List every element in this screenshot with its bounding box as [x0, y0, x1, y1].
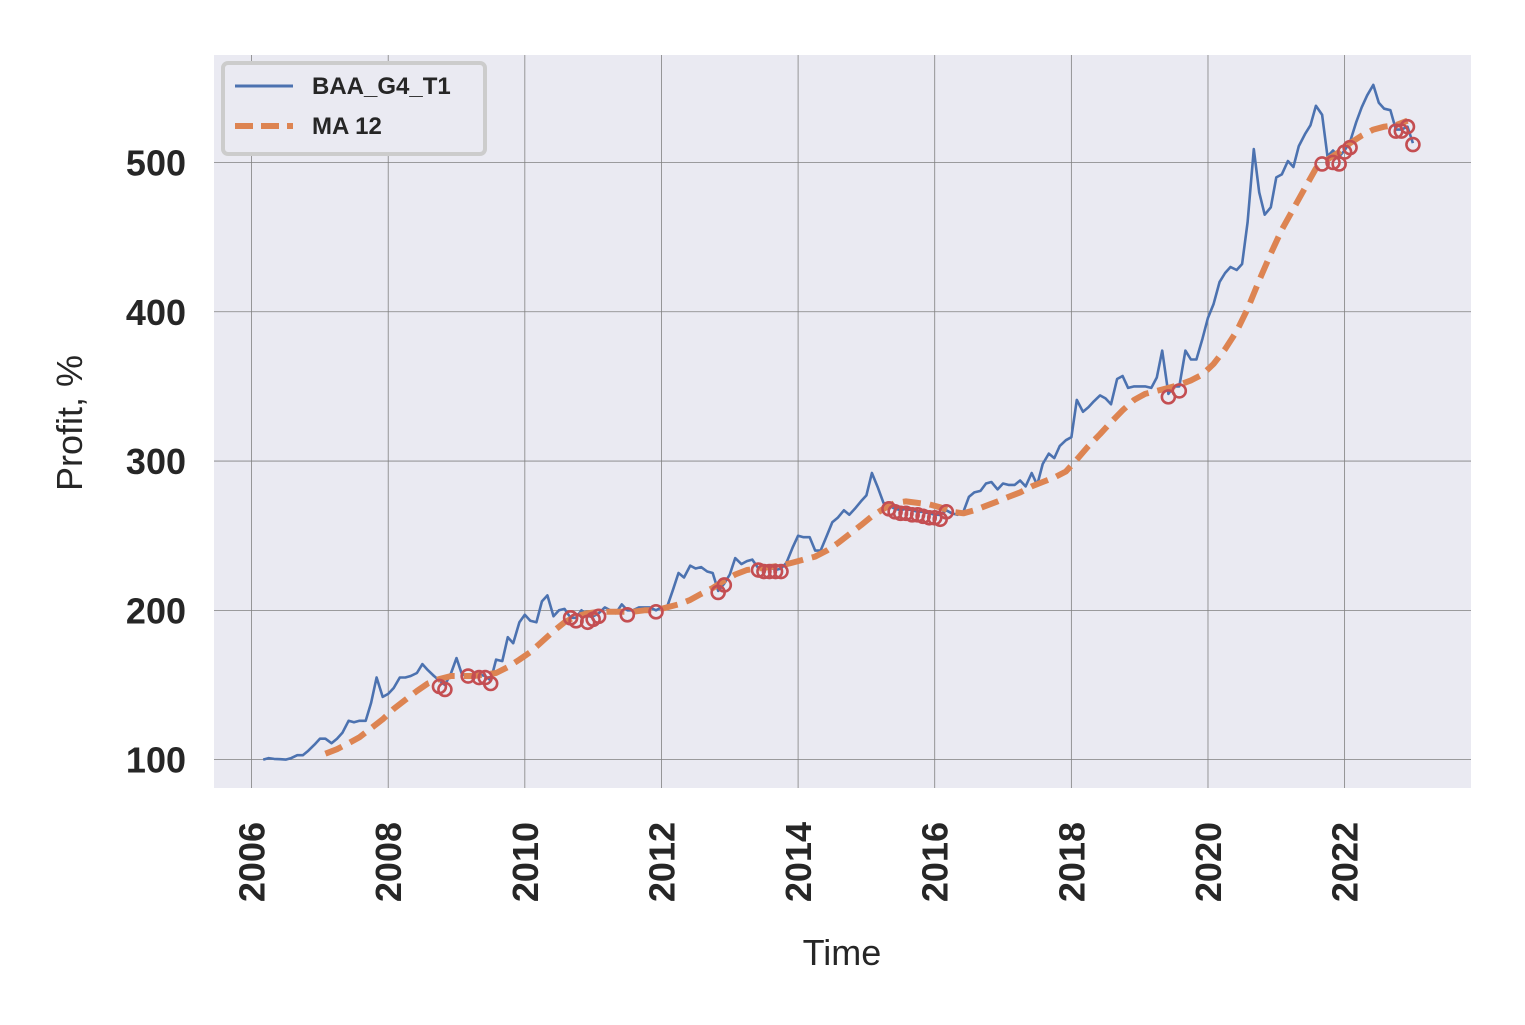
signal-marker	[471, 669, 487, 686]
x-tick-label: 2006	[232, 822, 273, 902]
legend-label-series: BAA_G4_T1	[312, 73, 451, 100]
signal-marker	[1314, 156, 1330, 172]
signal-marker	[1325, 154, 1341, 171]
legend: BAA_G4_T1 MA 12	[221, 61, 487, 156]
signal-marker	[1171, 383, 1188, 399]
signal-marker	[460, 668, 476, 684]
y-tick-label: 200	[126, 590, 186, 631]
signal-marker	[756, 563, 772, 580]
signal-marker	[1405, 136, 1421, 153]
y-tick-label: 500	[126, 142, 186, 183]
signal-marker	[716, 577, 733, 593]
signal-marker	[1342, 139, 1358, 156]
signal-marker	[1399, 118, 1416, 135]
signal-marker	[437, 681, 453, 698]
x-tick-label: 2010	[505, 822, 546, 902]
x-tick-label: 2008	[368, 822, 409, 902]
x-tick-label: 2020	[1188, 822, 1229, 902]
signal-marker	[921, 509, 938, 526]
grid	[214, 55, 1471, 788]
y-axis-label: Profit, %	[49, 355, 90, 491]
y-ticks: 100 200 300 400 500	[126, 142, 186, 780]
legend-label-ma: MA 12	[312, 113, 382, 140]
signal-marker	[938, 504, 955, 520]
signal-marker	[904, 507, 920, 523]
y-tick-label: 100	[126, 740, 186, 781]
y-tick-label: 300	[126, 441, 186, 482]
x-tick-label: 2022	[1325, 822, 1366, 902]
signal-marker	[482, 675, 499, 692]
series-line-baa-g4-t1	[262, 83, 1415, 761]
series-line-ma-12	[324, 117, 1409, 757]
signal-marker	[761, 563, 778, 580]
signal-marker	[648, 604, 664, 620]
series-lines	[262, 83, 1415, 761]
signal-marker	[590, 608, 607, 625]
x-tick-label: 2016	[915, 822, 956, 902]
x-ticks: 2006 2008 2010 2012 2014 2016 2018 2020 2022	[232, 822, 1366, 902]
signal-marker	[767, 563, 784, 580]
markers	[431, 118, 1421, 698]
x-tick-label: 2018	[1051, 822, 1092, 902]
signal-marker	[773, 563, 789, 580]
x-axis-label: Time	[803, 932, 882, 973]
signal-marker	[619, 607, 636, 623]
y-tick-label: 400	[126, 292, 186, 333]
x-tick-label: 2012	[641, 822, 682, 902]
x-tick-label: 2014	[778, 822, 819, 902]
